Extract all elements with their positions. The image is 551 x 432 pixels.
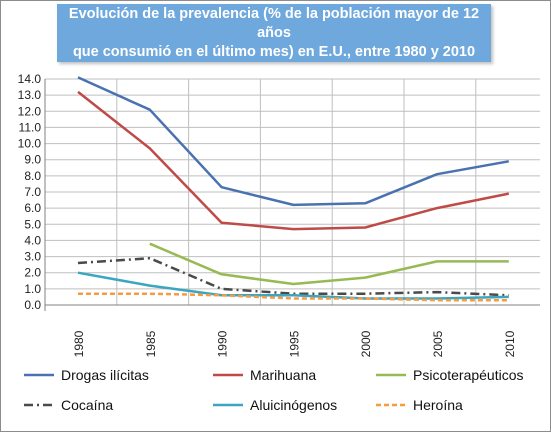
x-tick-label: 2000 <box>359 330 373 357</box>
y-tick-label: 9.0 <box>24 153 41 167</box>
y-tick-label: 4.0 <box>24 233 41 247</box>
series-line-0 <box>77 76 510 207</box>
axes: 0.0 1.0 2.0 3.0 4.0 5.0 6.0 7.0 8.0 9.0 10.0 11.0 12… <box>18 72 540 357</box>
legend-label: Cocaína <box>61 397 113 413</box>
legend-label: Psicoterapéuticos <box>413 367 524 383</box>
x-tick-label: 1985 <box>144 330 158 357</box>
x-tick-label: 2010 <box>503 330 517 357</box>
series-line-3 <box>77 256 509 297</box>
chart-title: Evolución de la prevalencia (% de la pob… <box>57 4 491 62</box>
y-tick-label: 5.0 <box>24 217 41 231</box>
series-lines <box>77 76 510 302</box>
legend-label: Drogas ilícitas <box>61 367 149 383</box>
y-tick-label: 6.0 <box>24 201 41 215</box>
legend-label: Aluicinógenos <box>250 397 337 413</box>
legend-label: Heroína <box>413 397 463 413</box>
x-tick-label: 1980 <box>72 330 86 357</box>
y-tick-label: 10.0 <box>18 137 42 151</box>
y-tick-label: 0.0 <box>24 298 41 312</box>
y-tick-label: 8.0 <box>24 169 41 183</box>
y-tick-label: 7.0 <box>24 185 41 199</box>
series-line-2 <box>149 242 509 286</box>
y-tick-label: 13.0 <box>18 88 42 102</box>
y-tick-label: 3.0 <box>24 250 41 264</box>
x-tick-label: 2005 <box>431 330 445 357</box>
y-tick-label: 2.0 <box>24 266 41 280</box>
x-tick-label: 1990 <box>216 330 230 357</box>
legend-label: Marihuana <box>250 367 316 383</box>
y-tick-label: 1.0 <box>24 282 41 296</box>
chart-title-line-2: que consumió en el último mes) en E.U., … <box>72 43 476 60</box>
y-tick-label: 12.0 <box>18 104 42 118</box>
y-tick-label: 14.0 <box>18 72 42 86</box>
gridlines <box>44 78 540 306</box>
y-tick-label: 11.0 <box>19 120 42 134</box>
chart-title-line-1: Evolución de la prevalencia (% de la pob… <box>68 5 480 41</box>
series-line-4 <box>77 271 509 300</box>
x-tick-label: 1995 <box>287 330 301 357</box>
series-line-1 <box>77 90 510 231</box>
legend: Drogas ilícitas Marihuana Psicoterapéutico… <box>24 367 524 413</box>
